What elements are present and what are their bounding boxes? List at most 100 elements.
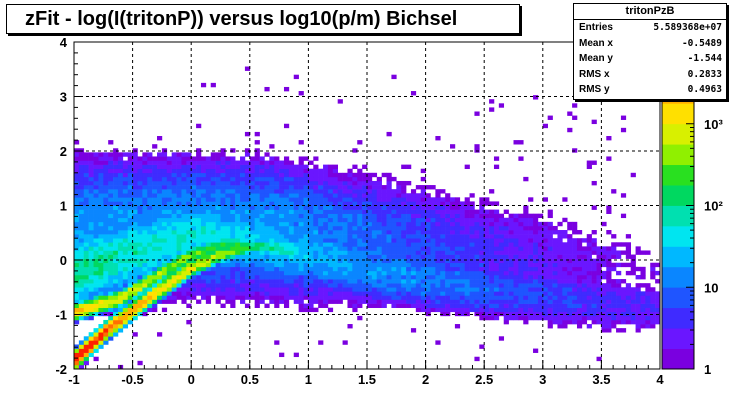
heatmap-cell [586, 274, 592, 280]
heatmap-cell [176, 230, 182, 235]
heatmap-cell [493, 250, 500, 255]
heatmap-cell [215, 299, 221, 304]
heatmap-cell [303, 213, 309, 219]
heatmap-cell [161, 246, 168, 251]
heatmap-cell [249, 225, 255, 231]
heatmap-cell [259, 168, 265, 174]
heatmap-cell [337, 283, 343, 288]
heatmap-cell [181, 291, 187, 296]
heatmap-cell [166, 250, 172, 255]
heatmap-cell [435, 189, 441, 194]
heatmap-cell [215, 295, 221, 300]
heatmap-cell [489, 262, 495, 268]
heatmap-cell [108, 319, 114, 325]
heatmap-cell [103, 291, 109, 296]
heatmap-cell [318, 303, 324, 308]
heatmap-cell [308, 168, 314, 174]
heatmap-cell [347, 172, 353, 178]
heatmap-cell [425, 311, 431, 317]
heatmap-cell [98, 176, 104, 182]
heatmap-cell [88, 246, 94, 251]
heatmap-cell [254, 279, 260, 284]
heatmap-cell [323, 303, 329, 308]
heatmap-cell [313, 246, 319, 251]
heatmap-cell [430, 230, 436, 235]
heatmap-cell [279, 299, 285, 304]
heatmap-cell [108, 180, 114, 186]
heatmap-cell [542, 234, 548, 239]
heatmap-cell [572, 258, 578, 264]
heatmap-cell [503, 266, 509, 272]
heatmap-cell [137, 172, 143, 178]
heatmap-cell [196, 213, 202, 219]
heatmap-cell [591, 303, 597, 308]
heatmap-cell [591, 160, 597, 165]
heatmap-cell [264, 168, 270, 174]
heatmap-cell [78, 180, 85, 186]
heatmap-cell [332, 242, 338, 247]
heatmap-cell [406, 213, 412, 219]
heatmap-cell [157, 238, 163, 243]
heatmap-cell [225, 225, 231, 231]
heatmap-cell [445, 303, 451, 308]
heatmap-cell [147, 172, 153, 178]
heatmap-cell [313, 205, 319, 210]
heatmap-cell [323, 168, 329, 174]
heatmap-cell [279, 176, 285, 182]
heatmap-cell [103, 189, 109, 194]
heatmap-cell [655, 307, 661, 313]
heatmap-cell [454, 279, 461, 284]
heatmap-cell [274, 160, 280, 165]
heatmap-cell [401, 164, 407, 170]
heatmap-cell [157, 332, 163, 337]
heatmap-cell [283, 185, 290, 190]
heatmap-cell [381, 197, 387, 202]
heatmap-cell [620, 279, 627, 284]
heatmap-cell [484, 303, 490, 308]
heatmap-cell [127, 311, 133, 317]
heatmap-cell [498, 303, 505, 308]
heatmap-cell [181, 283, 187, 288]
heatmap-cell [562, 270, 568, 276]
heatmap-cell [196, 193, 202, 198]
heatmap-cell [352, 221, 358, 227]
heatmap-cell [298, 270, 304, 276]
heatmap-cell [323, 291, 329, 296]
heatmap-cell [269, 230, 275, 235]
heatmap-cell [191, 180, 197, 186]
heatmap-cell [117, 307, 124, 313]
heatmap-cell [142, 234, 148, 239]
heatmap-cell [640, 295, 646, 300]
heatmap-cell [215, 291, 221, 296]
heatmap-cell [430, 250, 436, 255]
heatmap-cell [567, 225, 573, 231]
heatmap-cell [318, 201, 324, 206]
heatmap-cell [132, 225, 138, 231]
heatmap-cell [303, 156, 309, 161]
heatmap-cell [215, 274, 221, 280]
heatmap-cell [586, 242, 592, 247]
heatmap-cell [171, 254, 177, 259]
heatmap-cell [298, 303, 304, 308]
heatmap-cell [435, 287, 441, 292]
colorbar-tick-label: 10² [704, 199, 723, 214]
heatmap-cell [264, 86, 270, 92]
heatmap-cell [308, 234, 314, 239]
heatmap-cell [420, 274, 426, 280]
heatmap-cell [196, 221, 202, 227]
heatmap-cell [440, 250, 446, 255]
heatmap-cell [337, 189, 343, 194]
heatmap-cell [264, 295, 270, 300]
heatmap-cell [132, 238, 138, 243]
heatmap-cell [93, 270, 99, 276]
heatmap-cell [445, 299, 451, 304]
heatmap-cell [318, 246, 324, 251]
heatmap-cell [147, 234, 153, 239]
heatmap-cell [142, 250, 148, 255]
heatmap-cell [166, 279, 172, 284]
heatmap-cell [440, 225, 446, 231]
heatmap-cell [157, 287, 163, 292]
heatmap-cell [484, 315, 490, 321]
heatmap-cell [166, 242, 172, 247]
heatmap-cell [401, 295, 407, 300]
